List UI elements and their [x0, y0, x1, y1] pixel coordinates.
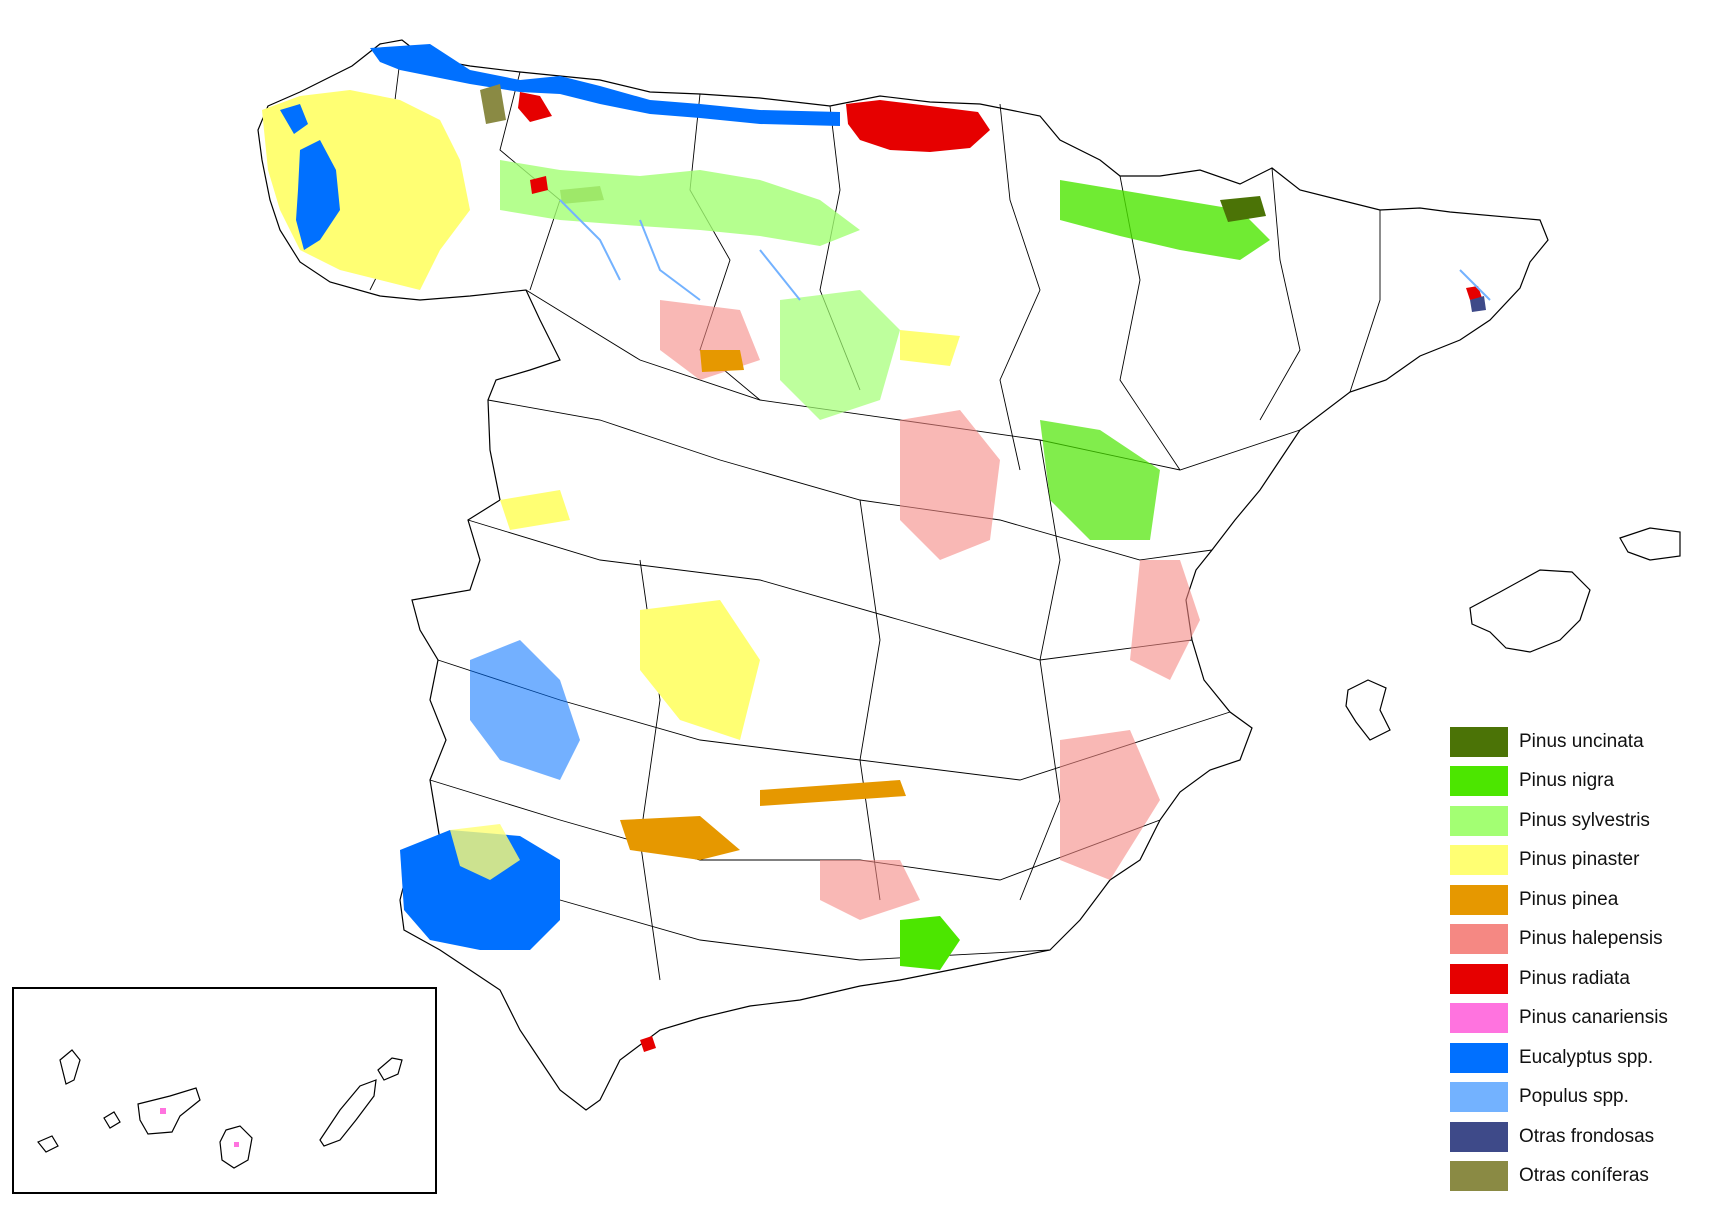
legend-item-sylvestris: Pinus sylvestris	[1450, 801, 1700, 841]
legend-item-frondosas: Otras frondosas	[1450, 1117, 1700, 1157]
legend-label: Otras coníferas	[1519, 1165, 1649, 1187]
legend-label: Pinus halepensis	[1519, 928, 1663, 950]
legend-item-radiata: Pinus radiata	[1450, 959, 1700, 999]
legend-item-halepensis: Pinus halepensis	[1450, 920, 1700, 960]
legend-swatch	[1450, 963, 1508, 994]
legend-item-eucalyptus: Eucalyptus spp.	[1450, 1038, 1700, 1078]
legend-swatch	[1450, 1121, 1508, 1152]
legend-item-populus: Populus spp.	[1450, 1078, 1700, 1118]
legend-item-uncinata: Pinus uncinata	[1450, 722, 1700, 762]
legend-label: Populus spp.	[1519, 1086, 1629, 1108]
legend-swatch	[1450, 845, 1508, 876]
vegetation-patches	[262, 44, 1491, 1052]
legend-item-canariensis: Pinus canariensis	[1450, 999, 1700, 1039]
legend: Pinus uncinata Pinus nigra Pinus sylvest…	[1450, 722, 1700, 1196]
legend-label: Pinus radiata	[1519, 967, 1630, 989]
menorca-outline	[1619, 527, 1681, 561]
legend-label: Pinus uncinata	[1519, 730, 1644, 752]
legend-item-pinea: Pinus pinea	[1450, 880, 1700, 920]
legend-swatch	[1450, 884, 1508, 915]
legend-label: Pinus pinea	[1519, 888, 1619, 910]
legend-swatch	[1450, 1003, 1508, 1034]
legend-label: Eucalyptus spp.	[1519, 1046, 1654, 1068]
legend-label: Pinus sylvestris	[1519, 809, 1650, 831]
ibiza-outline	[1345, 679, 1391, 741]
legend-swatch	[1450, 1082, 1508, 1113]
legend-item-coniferas: Otras coníferas	[1450, 1157, 1700, 1197]
legend-label: Otras frondosas	[1519, 1125, 1655, 1147]
legend-swatch	[1450, 1161, 1508, 1192]
legend-label: Pinus nigra	[1519, 770, 1615, 792]
mallorca-outline	[1469, 569, 1591, 653]
legend-label: Pinus canariensis	[1519, 1007, 1668, 1029]
legend-item-nigra: Pinus nigra	[1450, 762, 1700, 802]
legend-swatch	[1450, 1042, 1508, 1073]
legend-swatch	[1450, 805, 1508, 836]
legend-swatch	[1450, 924, 1508, 955]
canary-islands-inset	[12, 987, 437, 1194]
legend-swatch	[1450, 766, 1508, 797]
legend-item-pinaster: Pinus pinaster	[1450, 841, 1700, 881]
legend-swatch	[1450, 726, 1508, 757]
legend-label: Pinus pinaster	[1519, 849, 1640, 871]
spain-outline	[257, 39, 1549, 1111]
